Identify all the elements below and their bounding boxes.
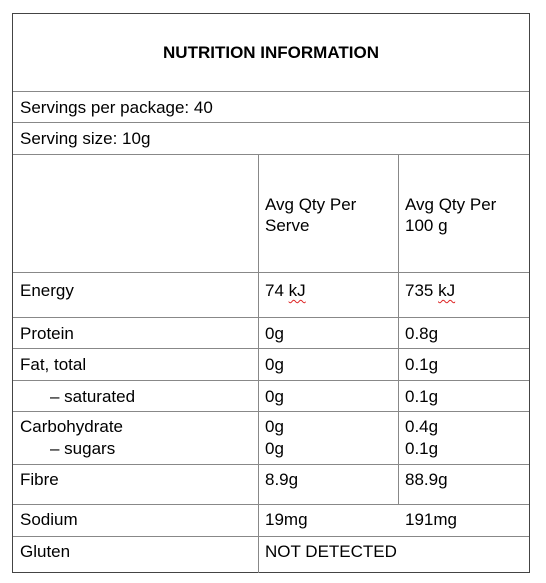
sodium-per-serve: 19mg [265, 510, 308, 529]
divider [13, 380, 529, 381]
divider [13, 154, 529, 155]
saturated-per-100g: 0.1g [405, 387, 439, 406]
column-divider [258, 536, 259, 573]
row-label-carbohydrate: Carbohydrate [20, 417, 124, 436]
fat-total-per-serve: 0g [265, 355, 284, 374]
row-label-protein: Protein [20, 324, 74, 343]
fibre-per-100g: 88.9g [405, 470, 448, 489]
row-label-sodium: Sodium [20, 510, 78, 529]
divider [13, 504, 529, 505]
protein-per-serve: 0g [265, 324, 284, 343]
column-divider [258, 154, 259, 536]
gluten-value: NOT DETECTED [265, 542, 397, 561]
row-label-energy: Energy [20, 281, 74, 300]
protein-per-100g: 0.8g [405, 324, 439, 343]
row-label-saturated: – saturated [50, 387, 136, 406]
serving-size: Serving size: 10g [20, 129, 151, 148]
divider [13, 464, 529, 465]
saturated-per-serve: 0g [265, 387, 284, 406]
sugars-per-100g: 0.1g [405, 439, 439, 458]
column-header-per-100g: Avg Qty Per 100 g [405, 195, 497, 235]
divider [13, 272, 529, 273]
row-label-fibre: Fibre [20, 470, 59, 489]
row-label-gluten: Gluten [20, 542, 71, 561]
sugars-per-serve: 0g [265, 439, 284, 458]
divider [13, 122, 529, 123]
divider [13, 91, 529, 92]
sodium-per-100g: 191mg [405, 510, 457, 529]
nutrition-panel: NUTRITION INFORMATION Servings per packa… [12, 13, 530, 573]
column-header-per-serve: Avg Qty Per Serve [265, 195, 357, 235]
energy-per-100g: 735 kJ [405, 281, 456, 300]
row-label-fat-total: Fat, total [20, 355, 87, 374]
carbohydrate-per-serve: 0g [265, 417, 284, 436]
divider [13, 348, 529, 349]
row-label-sugars: – sugars [50, 439, 116, 458]
carbohydrate-per-100g: 0.4g [405, 417, 439, 436]
column-divider [398, 154, 399, 504]
divider [13, 411, 529, 412]
fibre-per-serve: 8.9g [265, 470, 299, 489]
divider [13, 317, 529, 318]
servings-per-package: Servings per package: 40 [20, 98, 213, 117]
divider [13, 536, 529, 537]
fat-total-per-100g: 0.1g [405, 355, 439, 374]
energy-per-serve: 74 kJ [265, 281, 306, 300]
panel-title: NUTRITION INFORMATION [163, 43, 379, 62]
